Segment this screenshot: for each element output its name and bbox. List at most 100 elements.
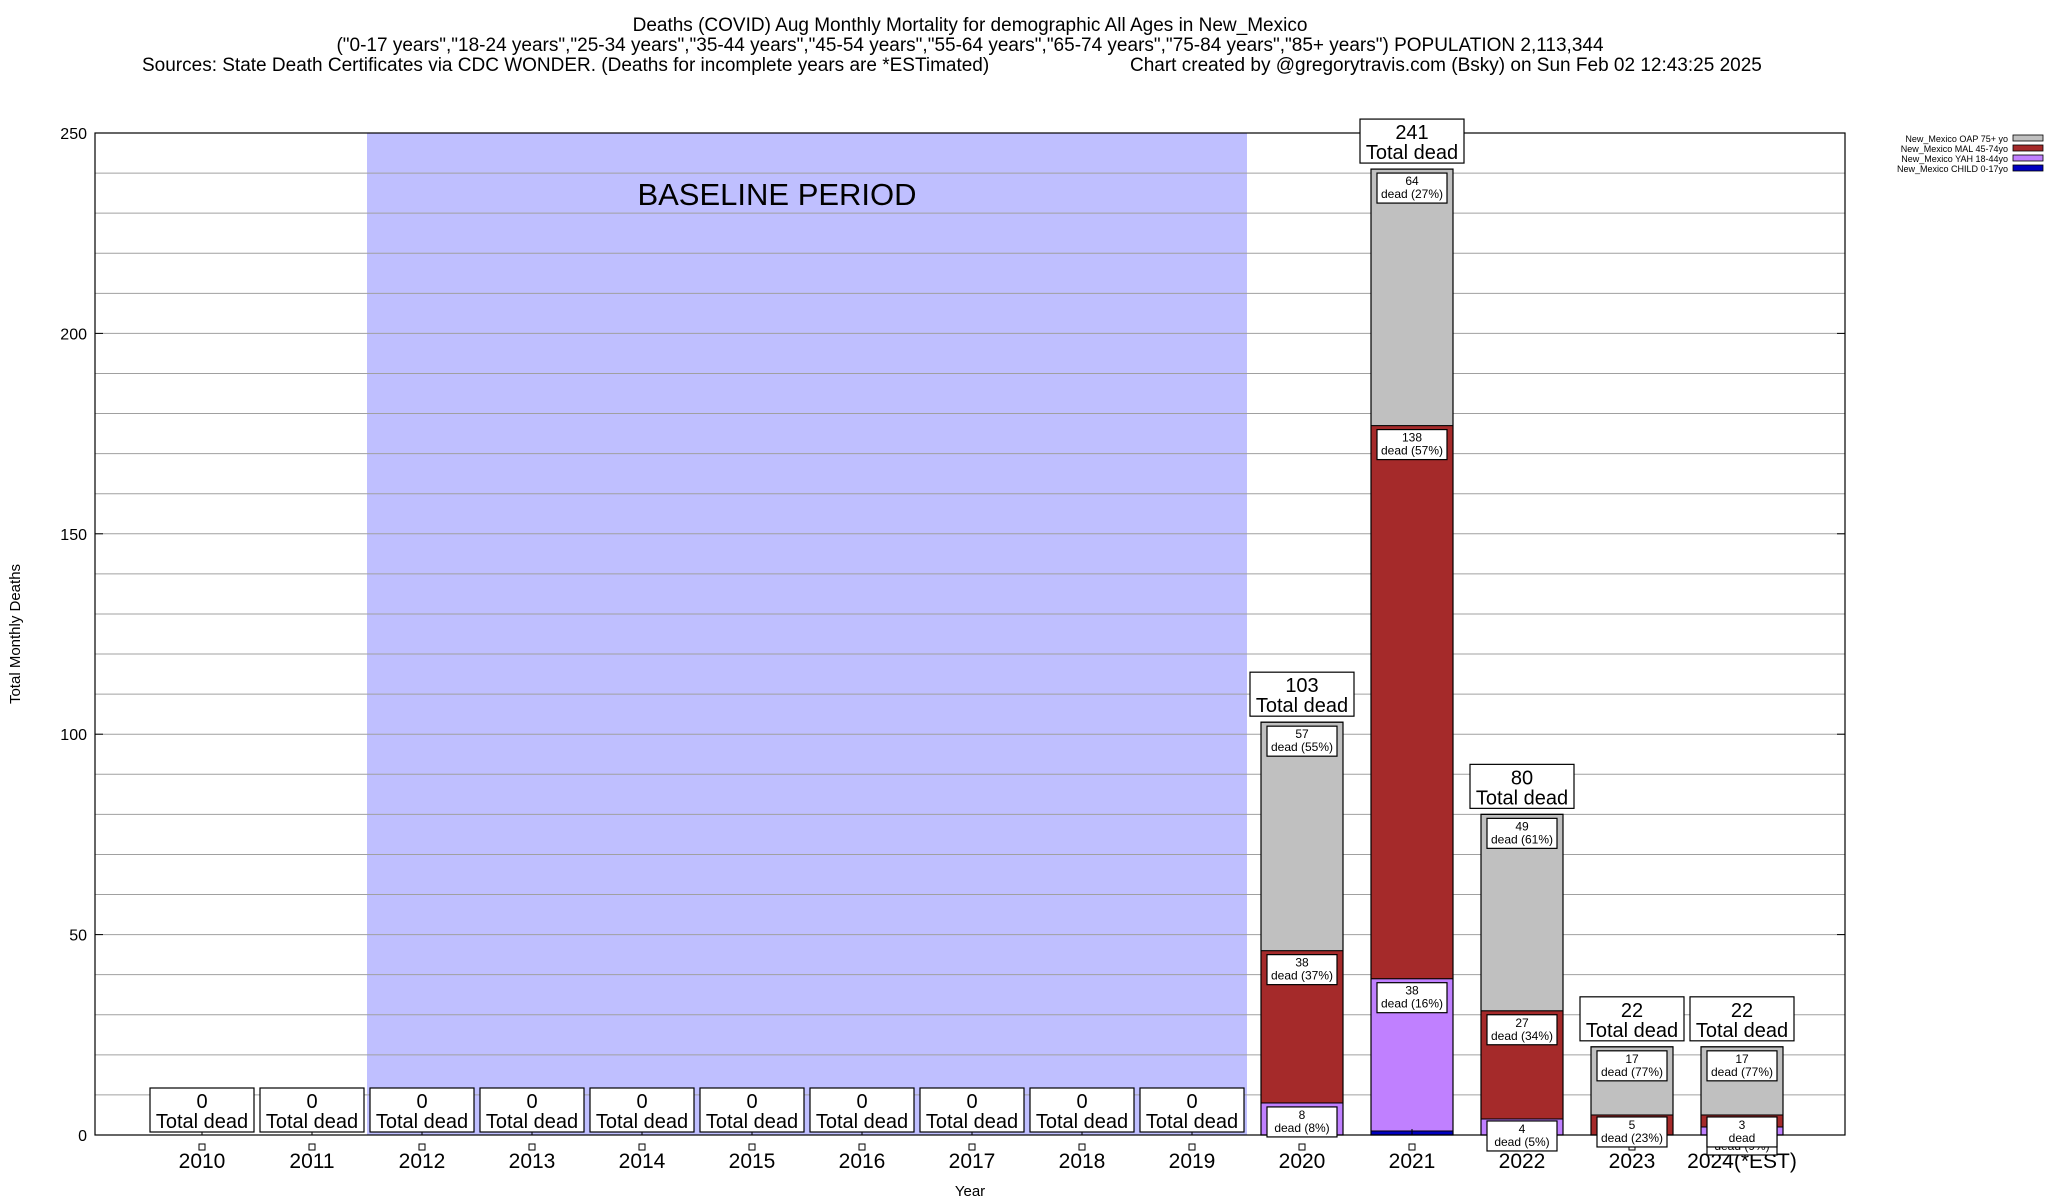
segment-label-pct: dead (77%): [1601, 1065, 1663, 1079]
segment-label-pct: dead (37%): [1271, 969, 1333, 983]
segment-label-box: [1266, 1106, 1338, 1138]
total-label-value: 0: [966, 1091, 977, 1113]
total-label-text: Total dead: [1476, 787, 1568, 809]
legend-label: New_Mexico MAL 45-74yo: [1901, 144, 2008, 154]
segment-label-pct: dead (23%): [1601, 1131, 1663, 1145]
segment-label-value: 17: [1735, 1052, 1749, 1066]
segment-label-pct: dead (27%): [1381, 187, 1443, 201]
bar-marker: [1298, 1143, 1306, 1151]
total-label-text: Total dead: [1146, 1111, 1238, 1133]
segment-label-pct: dead (8%): [1274, 1121, 1329, 1135]
segment-label-box: [1376, 172, 1448, 204]
total-label-box: [589, 1087, 695, 1133]
total-label-box: [1689, 996, 1795, 1042]
legend-swatch: [2012, 134, 2044, 142]
segment-label-value: 17: [1625, 1052, 1639, 1066]
segment-label-pct: dead (55%): [1271, 740, 1333, 754]
segment-label-value: 5: [1629, 1118, 1636, 1132]
total-label-value: 80: [1511, 767, 1533, 789]
bar-marker: [308, 1143, 316, 1151]
total-label-value: 241: [1395, 122, 1428, 144]
total-label-value: 0: [856, 1091, 867, 1113]
segment-label-pct: dead (5%): [1494, 1135, 1549, 1149]
segment-label-box: [1596, 1116, 1668, 1148]
segment-label-value: 57: [1295, 727, 1309, 741]
segment-label-value: 3: [1739, 1118, 1746, 1132]
total-label-text: Total dead: [706, 1111, 798, 1133]
x-tick-label: 2018: [1059, 1150, 1106, 1173]
segment-label-box: [1266, 725, 1338, 757]
bar-marker: [528, 1143, 536, 1151]
segment-label-pct: dead (77%): [1711, 1065, 1773, 1079]
baseline-layer: BASELINE PERIOD: [367, 133, 1247, 1135]
segment-label-box: [1266, 954, 1338, 986]
segment-label-pct: dead: [1729, 1131, 1756, 1145]
total-label-value: 0: [306, 1091, 317, 1113]
total-label-text: Total dead: [816, 1111, 908, 1133]
segment-label-box: [1706, 1050, 1778, 1082]
x-tick-label: 2019: [1169, 1150, 1216, 1173]
legend-label: New_Mexico YAH 18-44yo: [1901, 154, 2008, 164]
grid-layer: [95, 172, 1845, 1096]
total-label-text: Total dead: [926, 1111, 1018, 1133]
segment-label-box: [1486, 1120, 1558, 1152]
total-label-value: 0: [416, 1091, 427, 1113]
legend-swatch: [2012, 144, 2044, 152]
total-label-box: [1469, 763, 1575, 809]
total-label-text: Total dead: [1256, 695, 1348, 717]
segment-label-value: 4: [1519, 1122, 1526, 1136]
total-label-box: [1029, 1087, 1135, 1133]
total-label-value: 22: [1621, 1000, 1643, 1022]
segment-label-value: 8: [1299, 1108, 1306, 1122]
chart-subtitle: ("0-17 years","18-24 years","25-34 years…: [336, 35, 1604, 56]
segment-label-value: 38: [1405, 984, 1419, 998]
total-label-box: [479, 1087, 585, 1133]
segment-label-value: 138: [1402, 431, 1422, 445]
segment-label-box: [1486, 1014, 1558, 1046]
segment-label-box: [1376, 982, 1448, 1014]
legend-label: New_Mexico OAP 75+ yo: [1905, 134, 2008, 144]
bar-marker: [1408, 1143, 1416, 1151]
chart-title: Deaths (COVID) Aug Monthly Mortality for…: [633, 15, 1308, 36]
bar-marker: [748, 1143, 756, 1151]
bars-layer: [198, 168, 1784, 1151]
segment-label-value: 49: [1515, 819, 1529, 833]
segment-label-value: 64: [1405, 174, 1419, 188]
chart-credit: Chart created by @gregorytravis.com (Bsk…: [1130, 55, 1762, 76]
baseline-label: BASELINE PERIOD: [637, 177, 916, 212]
segment-label-box: [1706, 1116, 1778, 1148]
y-axis-label: Total Monthly Deaths: [7, 564, 24, 704]
total-label-text: Total dead: [1036, 1111, 1128, 1133]
total-label-value: 22: [1731, 1000, 1753, 1022]
total-label-value: 0: [1076, 1091, 1087, 1113]
bar-segment: [1370, 168, 1454, 427]
segment-label-value: 38: [1295, 956, 1309, 970]
total-label-box: [259, 1087, 365, 1133]
y-tick-label: 200: [60, 326, 87, 343]
x-tick-label: 2015: [729, 1150, 776, 1173]
bar-marker: [638, 1143, 646, 1151]
bar-marker: [968, 1143, 976, 1151]
bar-marker: [198, 1143, 206, 1151]
y-tick-label: 150: [60, 527, 87, 544]
total-label-text: Total dead: [486, 1111, 578, 1133]
y-tick-label: 100: [60, 727, 87, 744]
total-label-box: [149, 1087, 255, 1133]
total-label-value: 0: [196, 1091, 207, 1113]
legend-label: New_Mexico CHILD 0-17yo: [1897, 164, 2008, 174]
total-label-text: Total dead: [596, 1111, 688, 1133]
bar-marker: [858, 1143, 866, 1151]
y-tick-label: 250: [60, 126, 87, 143]
total-label-box: [369, 1087, 475, 1133]
total-label-value: 103: [1285, 675, 1318, 697]
chart-sources: Sources: State Death Certificates via CD…: [142, 55, 989, 76]
x-tick-label: 2011: [289, 1150, 334, 1173]
x-tick-label: 2016: [839, 1150, 886, 1173]
y-tick-label: 50: [69, 928, 87, 945]
segment-label-pct: dead (61%): [1491, 832, 1553, 846]
total-label-text: Total dead: [1696, 1020, 1788, 1042]
total-label-box: [1579, 996, 1685, 1042]
x-tick-label: 2023: [1609, 1150, 1656, 1173]
